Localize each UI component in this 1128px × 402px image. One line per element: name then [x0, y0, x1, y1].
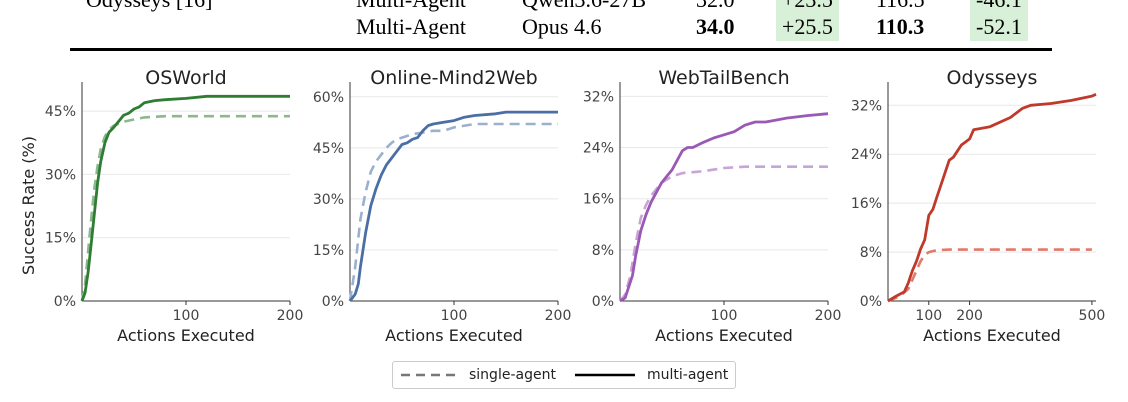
- y-tick-label: 15%: [45, 231, 76, 247]
- series-multi-agent: [348, 110, 558, 302]
- chart-title: Odysseys: [947, 67, 1038, 89]
- x-tick-label: 200: [277, 308, 304, 324]
- y-tick-label: 24%: [583, 141, 614, 157]
- chart-title: WebTailBench: [658, 67, 789, 89]
- system-cell: Multi-Agent: [356, 0, 466, 14]
- steps-delta-cell: -52.1: [970, 13, 1028, 41]
- table-bottom-rule: [70, 48, 1052, 51]
- y-tick-label: 16%: [583, 192, 614, 208]
- table-row: Multi-Agent Opus 4.6 34.0 +25.5 110.3 -5…: [0, 13, 1128, 41]
- results-table: Odysseys [16] Multi-Agent Qwen3.6-27B 32…: [0, 0, 1128, 56]
- x-axis-label: Actions Executed: [117, 326, 255, 345]
- y-tick-label: 0%: [54, 294, 76, 310]
- x-tick-label: 200: [545, 308, 572, 324]
- delta-cell: +25.5: [776, 13, 839, 41]
- score-cell: 34.0: [696, 14, 735, 39]
- x-tick-label: 100: [441, 308, 468, 324]
- steps-cell: 116.5: [876, 0, 925, 14]
- series-single-agent: [618, 165, 828, 302]
- y-axis-label: Success Rate (%): [19, 136, 38, 275]
- chart-online-mind2web: Online-Mind2Web 0% 15% 30% 45% 60% 100 200 Actio…: [300, 60, 575, 350]
- series-multi-agent: [619, 112, 829, 303]
- x-tick-label: 200: [815, 308, 842, 324]
- system-cell: Multi-Agent: [356, 14, 466, 39]
- chart-osworld: OSWorld 0% 15% 30% 45% 100 200 Actions Executed…: [0, 60, 303, 350]
- score-cell: 32.0: [696, 0, 735, 14]
- series-multi-agent: [80, 94, 290, 302]
- series-single-agent: [887, 248, 1092, 303]
- x-axis-label: Actions Executed: [655, 326, 793, 345]
- y-tick-label: 30%: [45, 167, 76, 183]
- chart-title: Online-Mind2Web: [370, 67, 537, 89]
- y-tick-label: 0%: [322, 294, 344, 310]
- x-tick-label: 500: [1079, 308, 1106, 324]
- x-tick-label: 100: [915, 308, 942, 324]
- y-tick-label: 24%: [851, 147, 882, 163]
- model-cell: Opus 4.6: [522, 14, 602, 39]
- y-tick-label: 60%: [313, 90, 344, 106]
- series-single-agent: [348, 122, 558, 302]
- y-tick-label: 45%: [45, 104, 76, 120]
- chart-webtailbench-svg: WebTailBench 0% 8% 16% 24% 32% 100 200 Actions E…: [583, 67, 842, 345]
- x-tick-label: 100: [173, 308, 200, 324]
- y-tick-label: 15%: [313, 243, 344, 259]
- charts-row: OSWorld 0% 15% 30% 45% 100 200 Actions Executed…: [0, 60, 1128, 360]
- legend-dashed-swatch: [401, 373, 461, 377]
- legend-multi-label: multi-agent: [647, 367, 729, 383]
- legend-solid-swatch: [575, 373, 635, 377]
- chart-odysseys-svg: Odysseys 0% 8% 16% 24% 32% 100 200 500 Actions Ex…: [851, 67, 1106, 345]
- legend-single-label: single-agent: [469, 367, 556, 383]
- y-tick-label: 0%: [592, 294, 614, 310]
- chart-osworld-svg: OSWorld 0% 15% 30% 45% 100 200 Actions Executed…: [19, 67, 303, 345]
- delta-cell: +23.5: [776, 0, 839, 14]
- model-cell: Qwen3.6-27B: [522, 0, 646, 14]
- y-tick-label: 32%: [583, 89, 614, 105]
- chart-online-mind2web-svg: Online-Mind2Web 0% 15% 30% 45% 60% 100 200 Actio…: [313, 67, 572, 345]
- legend: single-agent multi-agent: [392, 361, 736, 389]
- chart-odysseys: Odysseys 0% 8% 16% 24% 32% 100 200 500 Actions Ex…: [840, 60, 1128, 350]
- y-tick-label: 16%: [851, 196, 882, 212]
- steps-cell: 110.3: [876, 14, 925, 39]
- x-axis-label: Actions Executed: [923, 326, 1061, 345]
- x-tick-label: 200: [956, 308, 983, 324]
- steps-delta-cell: -46.1: [970, 0, 1028, 14]
- table-row: Odysseys [16] Multi-Agent Qwen3.6-27B 32…: [0, 0, 1128, 14]
- y-tick-label: 32%: [851, 98, 882, 114]
- series-multi-agent: [887, 93, 1097, 303]
- chart-webtailbench: WebTailBench 0% 8% 16% 24% 32% 100 200 Actions E…: [575, 60, 842, 350]
- y-tick-label: 0%: [860, 294, 882, 310]
- y-tick-label: 45%: [313, 141, 344, 157]
- x-axis-label: Actions Executed: [385, 326, 523, 345]
- series-single-agent: [80, 114, 290, 302]
- method-cell: Odysseys [16]: [86, 0, 213, 14]
- y-tick-label: 8%: [592, 243, 614, 259]
- y-tick-label: 8%: [860, 245, 882, 261]
- y-tick-label: 30%: [313, 192, 344, 208]
- x-tick-label: 100: [711, 308, 738, 324]
- chart-title: OSWorld: [145, 67, 226, 89]
